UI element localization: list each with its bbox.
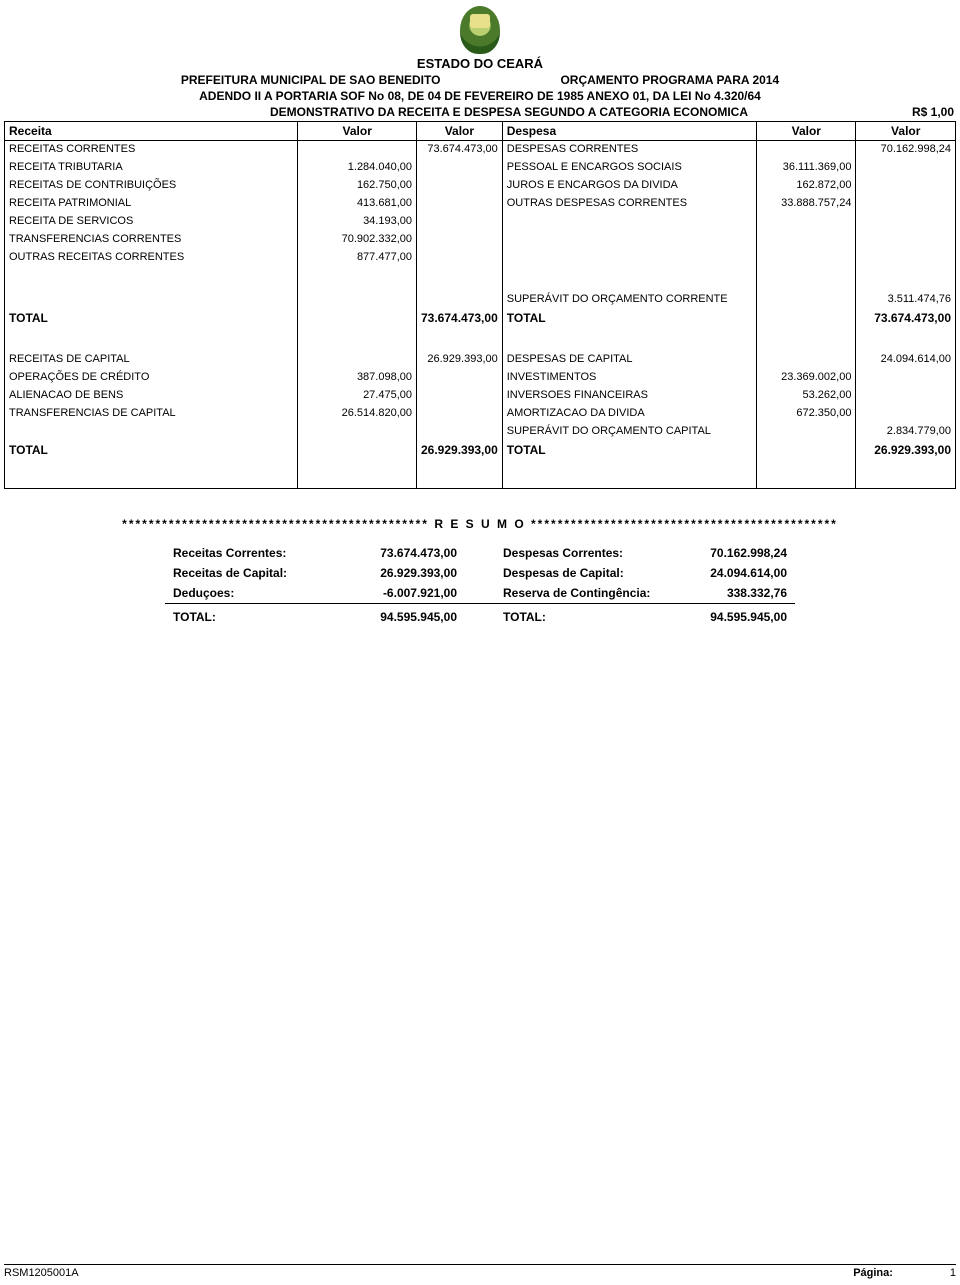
- main-table: Receita Valor Valor Despesa Valor Valor …: [4, 121, 956, 489]
- rcap-item-0-label: OPERAÇÕES DE CRÉDITO: [5, 369, 298, 387]
- resumo-r2-label: Reserva de Contingência:: [495, 583, 675, 604]
- col-receita: Receita: [5, 122, 298, 141]
- page-footer: RSM1205001A Página: 1: [4, 1264, 956, 1279]
- rc-item-5-label: OUTRAS RECEITAS CORRENTES: [5, 249, 298, 267]
- header-demo: DEMONSTRATIVO DA RECEITA E DESPESA SEGUN…: [6, 105, 912, 119]
- dc-item-2-label: OUTRAS DESPESAS CORRENTES: [502, 195, 756, 213]
- receitas-capital-total: 26.929.393,00: [417, 351, 503, 369]
- rc-total-label: TOTAL: [5, 309, 298, 327]
- superavit-capital-value: 2.834.779,00: [856, 423, 956, 441]
- col-valor-r2: Valor: [856, 122, 956, 141]
- rc-item-3-label: RECEITA DE SERVICOS: [5, 213, 298, 231]
- header-adendo: ADENDO II A PORTARIA SOF No 08, DE 04 DE…: [4, 89, 956, 103]
- rcap-item-2-value: 26.514.820,00: [298, 405, 417, 423]
- dcap-total-value: 26.929.393,00: [856, 441, 956, 459]
- resumo-stars-right: ****************************************…: [531, 517, 838, 531]
- resumo-r1-label: Despesas de Capital:: [495, 563, 675, 583]
- despesas-correntes-total: 70.162.998,24: [856, 141, 956, 159]
- resumo-title: R E S U M O: [434, 517, 525, 531]
- col-valor-r1: Valor: [757, 122, 856, 141]
- rc-total-value: 73.674.473,00: [417, 309, 503, 327]
- dc-item-0-label: PESSOAL E ENCARGOS SOCIAIS: [502, 159, 756, 177]
- resumo-l0-value: 73.674.473,00: [345, 543, 465, 563]
- dc-item-0-value: 36.111.369,00: [757, 159, 856, 177]
- rcap-item-2-label: TRANSFERENCIAS DE CAPITAL: [5, 405, 298, 423]
- rc-item-4-value: 70.902.332,00: [298, 231, 417, 249]
- dcap-item-1-label: INVERSOES FINANCEIRAS: [502, 387, 756, 405]
- dc-item-1-label: JUROS E ENCARGOS DA DIVIDA: [502, 177, 756, 195]
- resumo-total-r: 94.595.945,00: [675, 604, 795, 628]
- dcap-item-0-label: INVESTIMENTOS: [502, 369, 756, 387]
- header-state: ESTADO DO CEARÁ: [4, 56, 956, 71]
- rc-item-2-value: 413.681,00: [298, 195, 417, 213]
- resumo-l1-label: Receitas de Capital:: [165, 563, 345, 583]
- header-unit: R$ 1,00: [912, 105, 954, 119]
- dcap-item-2-label: AMORTIZACAO DA DIVIDA: [502, 405, 756, 423]
- rcap-item-0-value: 387.098,00: [298, 369, 417, 387]
- dc-item-1-value: 162.872,00: [757, 177, 856, 195]
- resumo-table: Receitas Correntes: 73.674.473,00 Despes…: [165, 543, 795, 627]
- rcap-item-1-value: 27.475,00: [298, 387, 417, 405]
- dc-total-value: 73.674.473,00: [856, 309, 956, 327]
- footer-code: RSM1205001A: [4, 1267, 79, 1279]
- col-despesa: Despesa: [502, 122, 756, 141]
- resumo-r0-value: 70.162.998,24: [675, 543, 795, 563]
- rc-item-4-label: TRANSFERENCIAS CORRENTES: [5, 231, 298, 249]
- footer-page-label: Página:: [853, 1267, 893, 1279]
- header-prefeitura: PREFEITURA MUNICIPAL DE SAO BENEDITO: [181, 73, 441, 87]
- despesas-correntes-label: DESPESAS CORRENTES: [502, 141, 756, 159]
- rc-item-0-value: 1.284.040,00: [298, 159, 417, 177]
- resumo-l2-value: -6.007.921,00: [345, 583, 465, 604]
- rcap-total-label: TOTAL: [5, 441, 298, 459]
- despesas-capital-total: 24.094.614,00: [856, 351, 956, 369]
- rcap-total-value: 26.929.393,00: [417, 441, 503, 459]
- col-valor-l2: Valor: [417, 122, 503, 141]
- resumo-total-l: 94.595.945,00: [345, 604, 465, 628]
- resumo-section: ****************************************…: [4, 517, 956, 627]
- rc-item-3-value: 34.193,00: [298, 213, 417, 231]
- rc-item-5-value: 877.477,00: [298, 249, 417, 267]
- rcap-item-1-label: ALIENACAO DE BENS: [5, 387, 298, 405]
- header-programa: ORÇAMENTO PROGRAMA PARA 2014: [560, 73, 779, 87]
- dc-item-2-value: 33.888.757,24: [757, 195, 856, 213]
- dc-total-label: TOTAL: [502, 309, 756, 327]
- dcap-total-label: TOTAL: [502, 441, 756, 459]
- rc-item-0-label: RECEITA TRIBUTARIA: [5, 159, 298, 177]
- resumo-r0-label: Despesas Correntes:: [495, 543, 675, 563]
- rc-item-1-label: RECEITAS DE CONTRIBUIÇÕES: [5, 177, 298, 195]
- col-valor-l1: Valor: [298, 122, 417, 141]
- dcap-item-0-value: 23.369.002,00: [757, 369, 856, 387]
- resumo-r1-value: 24.094.614,00: [675, 563, 795, 583]
- superavit-corrente-value: 3.511.474,76: [856, 291, 956, 309]
- superavit-capital-label: SUPERÁVIT DO ORÇAMENTO CAPITAL: [502, 423, 756, 441]
- superavit-corrente-label: SUPERÁVIT DO ORÇAMENTO CORRENTE: [502, 291, 756, 309]
- receitas-correntes-label: RECEITAS CORRENTES: [5, 141, 298, 159]
- resumo-stars-left: ****************************************…: [122, 517, 429, 531]
- resumo-l0-label: Receitas Correntes:: [165, 543, 345, 563]
- resumo-r2-value: 338.332,76: [675, 583, 795, 604]
- resumo-total-label-l: TOTAL:: [165, 604, 345, 628]
- rc-item-2-label: RECEITA PATRIMONIAL: [5, 195, 298, 213]
- despesas-capital-label: DESPESAS DE CAPITAL: [502, 351, 756, 369]
- resumo-l2-label: Deduçoes:: [165, 583, 345, 604]
- receitas-capital-label: RECEITAS DE CAPITAL: [5, 351, 298, 369]
- dcap-item-2-value: 672.350,00: [757, 405, 856, 423]
- resumo-l1-value: 26.929.393,00: [345, 563, 465, 583]
- state-crest-icon: [460, 6, 500, 54]
- receitas-correntes-total: 73.674.473,00: [417, 141, 503, 159]
- resumo-total-label-r: TOTAL:: [495, 604, 675, 628]
- dcap-item-1-value: 53.262,00: [757, 387, 856, 405]
- rc-item-1-value: 162.750,00: [298, 177, 417, 195]
- footer-page-num: 1: [896, 1267, 956, 1279]
